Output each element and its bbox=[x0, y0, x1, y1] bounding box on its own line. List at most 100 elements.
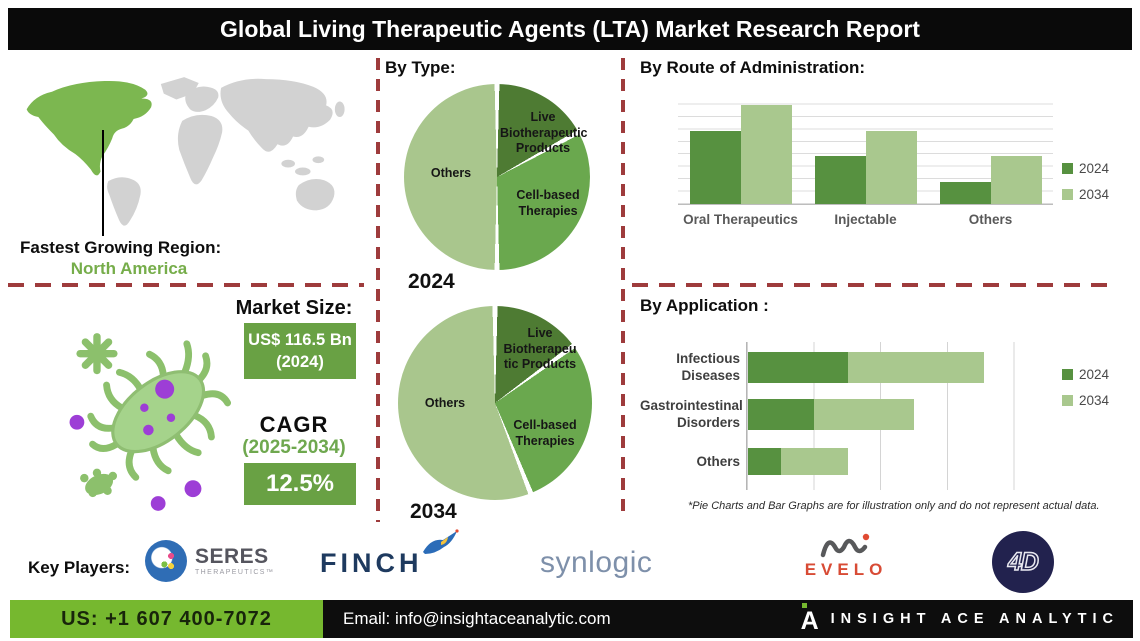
category-label: Others bbox=[696, 453, 740, 469]
pie-slice-label-others: Others bbox=[424, 396, 466, 410]
evelo-squiggle-icon bbox=[820, 533, 870, 558]
category-label: Gastrointestinal Disorders bbox=[640, 397, 743, 431]
market-size-year: (2024) bbox=[276, 353, 324, 371]
finch-bird-icon bbox=[422, 529, 459, 554]
segment-2034 bbox=[847, 352, 984, 383]
bar-2024-injectable bbox=[814, 155, 866, 204]
divider-dashed-v1 bbox=[376, 58, 380, 522]
legend-item-2034: 2034 bbox=[1062, 393, 1109, 408]
star-microbe-icon bbox=[76, 333, 118, 375]
category-label: Oral Therapeutics bbox=[683, 212, 798, 227]
legend-label: 2024 bbox=[1079, 367, 1110, 382]
purple-dots bbox=[69, 414, 202, 511]
insight-ace-brand-name: INSIGHT ACE ANALYTIC bbox=[830, 611, 1119, 627]
pie-slice-label-cell-based: Cell-based Therapies bbox=[513, 418, 577, 448]
pie-slice-label-live-biotherapeutic: Live Biotherapeu tic Products bbox=[503, 326, 577, 372]
key-players-label: Key Players: bbox=[28, 558, 131, 577]
segment-2024 bbox=[748, 448, 782, 475]
stacked-bar-gastrointestinal-disorders bbox=[748, 399, 1080, 430]
legend-swatch-2034 bbox=[1062, 395, 1073, 406]
finch-logo-name: FINCH bbox=[320, 548, 423, 578]
bar-group-injectable bbox=[803, 92, 928, 204]
market-size-heading: Market Size: bbox=[235, 297, 353, 319]
page-title: Global Living Therapeutic Agents (LTA) M… bbox=[8, 8, 1132, 50]
pie-slice-label-live-biotherapeutic: Live Biotherapeutic Products bbox=[500, 110, 588, 156]
stacked-bar-infectious-diseases bbox=[748, 352, 1080, 383]
footer-phone: US: +1 607 400-7072 bbox=[10, 600, 323, 638]
legend-swatch-2024 bbox=[1062, 163, 1073, 174]
bar-2034-injectable bbox=[865, 131, 917, 204]
footer-bar: US: +1 607 400-7072 Email: info@insighta… bbox=[10, 600, 1133, 638]
legend-label: 2034 bbox=[1079, 187, 1110, 202]
fastest-region-label: Fastest Growing Region: bbox=[20, 238, 222, 257]
map-australia bbox=[295, 178, 335, 211]
insight-ace-a-icon: A bbox=[800, 602, 819, 635]
map-africa bbox=[177, 114, 223, 185]
map-europe bbox=[185, 86, 219, 112]
legend-swatch-2034 bbox=[1062, 189, 1073, 200]
cagr-value-box: 12.5% bbox=[244, 463, 356, 505]
by-type-heading: By Type: bbox=[385, 58, 456, 77]
route-category-labels: Oral Therapeutics Injectable Others bbox=[678, 212, 1053, 227]
divider-dashed-right bbox=[632, 283, 1110, 287]
cagr-period: (2025-2034) bbox=[242, 437, 346, 458]
logo-synlogic: synlogic bbox=[540, 546, 653, 579]
pie-slice-label-others: Others bbox=[430, 166, 472, 180]
gear-microbe-icon bbox=[80, 468, 118, 498]
bar-group-others bbox=[928, 92, 1053, 204]
category-label: Injectable bbox=[834, 212, 897, 227]
map-asia bbox=[220, 78, 333, 152]
bar-chart-route-of-administration bbox=[678, 92, 1053, 205]
seres-logo-icon bbox=[145, 540, 187, 582]
bar-group-oral-therapeutics bbox=[678, 92, 803, 204]
divider-dashed-v2 bbox=[621, 58, 625, 520]
logo-seres-therapeutics: SERES THERAPEUTICS™ bbox=[145, 540, 274, 582]
segment-2024 bbox=[748, 352, 848, 383]
segment-2034 bbox=[814, 399, 914, 430]
logo-4d-pharma: 4D bbox=[992, 531, 1054, 593]
seres-logo-subtitle: THERAPEUTICS™ bbox=[195, 569, 275, 576]
category-label: Others bbox=[968, 212, 1013, 227]
pie-caption-2034: 2034 bbox=[410, 500, 457, 523]
category-label: Infectious Diseases bbox=[676, 350, 740, 384]
legend-label: 2024 bbox=[1079, 161, 1110, 176]
world-map bbox=[26, 77, 345, 226]
4d-logo-name: 4D bbox=[1007, 547, 1039, 577]
segment-2034 bbox=[781, 448, 848, 475]
map-north-america-highlight bbox=[26, 80, 152, 176]
logo-finch: FINCH bbox=[320, 529, 459, 579]
bar-chart-by-application: Infectious Diseases Gastrointestinal Disord… bbox=[640, 342, 1085, 494]
fastest-region-value: North America bbox=[70, 259, 188, 278]
application-chart-legend: 2024 2034 bbox=[1062, 367, 1109, 408]
market-size-value: US$ 116.5 Bn bbox=[248, 330, 352, 349]
divider-dashed-left bbox=[8, 283, 364, 287]
by-route-heading: By Route of Administration: bbox=[640, 58, 866, 77]
bar-2034-oral-therapeutics bbox=[740, 105, 792, 204]
legend-item-2034: 2034 bbox=[1062, 187, 1109, 202]
route-chart-legend: 2024 2034 bbox=[1062, 161, 1109, 202]
microbe-illustration bbox=[69, 333, 232, 511]
footer-contact-strip: Email: info@insightaceanalytic.com A INS… bbox=[323, 600, 1133, 638]
legend-item-2024: 2024 bbox=[1062, 161, 1109, 176]
logo-evelo: EVELO bbox=[788, 531, 904, 580]
legend-item-2024: 2024 bbox=[1062, 367, 1109, 382]
pie-slice-label-cell-based: Cell-based Therapies bbox=[516, 188, 580, 218]
legend-swatch-2024 bbox=[1062, 369, 1073, 380]
map-pointer-line bbox=[102, 130, 104, 236]
pie-chart-by-type-2034: Live Biotherapeu tic Products Cell-based Th… bbox=[398, 306, 592, 500]
legend-label: 2034 bbox=[1079, 393, 1110, 408]
pie-caption-2024: 2024 bbox=[408, 270, 455, 293]
stacked-bar-others bbox=[748, 448, 1080, 475]
cagr-label: CAGR bbox=[259, 412, 329, 437]
market-size-value-box: US$ 116.5 Bn (2024) bbox=[244, 323, 356, 379]
by-application-heading: By Application : bbox=[640, 296, 769, 315]
footer-email: Email: info@insightaceanalytic.com bbox=[343, 609, 611, 628]
seres-logo-name: SERES bbox=[195, 545, 269, 568]
bar-2034-others bbox=[990, 155, 1042, 204]
bacterium-icon bbox=[87, 340, 232, 481]
bar-2024-others bbox=[939, 181, 991, 204]
map-south-america bbox=[107, 177, 141, 226]
segment-2024 bbox=[748, 399, 815, 430]
pie-chart-by-type-2024: Live Biotherapeutic Products Cell-based The… bbox=[404, 84, 590, 270]
